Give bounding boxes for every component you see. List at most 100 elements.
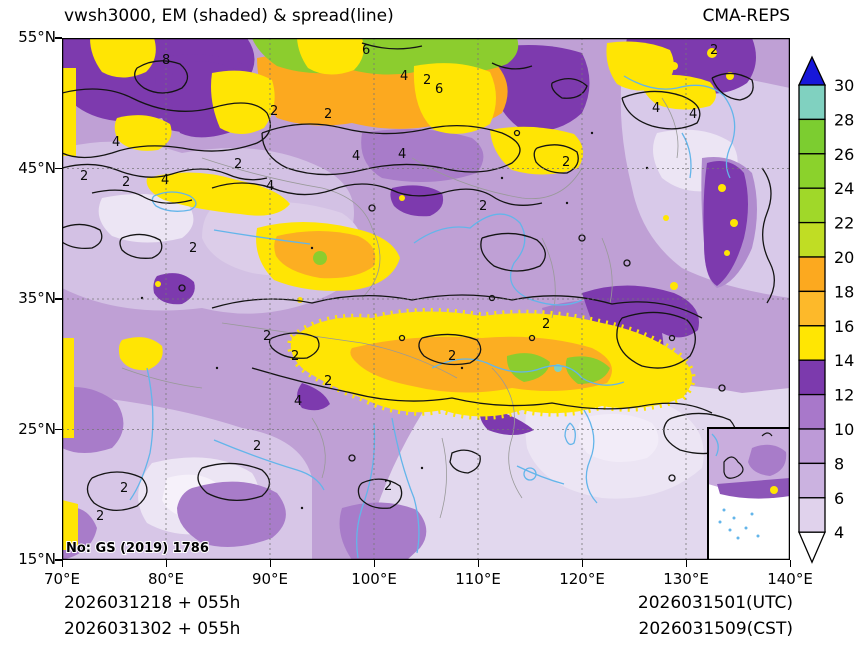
rivers xyxy=(129,75,736,559)
contour-label: 4 xyxy=(266,179,274,194)
init-time-line-1: 2026031218 + 055h xyxy=(64,593,241,613)
x-tick-mark xyxy=(685,560,687,567)
contour-label: 2 xyxy=(263,329,271,344)
colorbar-segment xyxy=(798,393,826,430)
colorbar-svg: 30 28 26 24 22 20 18 16 14 12 10 8 6 4 xyxy=(797,55,854,564)
contour-label: 2 xyxy=(120,481,128,496)
colorbar-segment xyxy=(798,290,826,327)
y-tick-mark xyxy=(55,559,62,561)
contour-label: 6 xyxy=(435,82,443,97)
contour-dots xyxy=(140,131,649,510)
x-tick-label: 80°E xyxy=(147,570,185,588)
valid-time-utc: 2026031501(UTC) xyxy=(637,593,793,613)
colorbar-segment xyxy=(798,221,826,258)
colorbar-segment xyxy=(798,153,826,189)
colorbar-segment xyxy=(798,325,826,361)
colorbar: 30 28 26 24 22 20 18 16 14 12 10 8 6 4 xyxy=(796,55,860,571)
colorbar-tick-label: 30 xyxy=(834,76,854,95)
y-tick-label: 25°N xyxy=(18,419,56,438)
colorbar-segment xyxy=(798,84,826,121)
colorbar-segment xyxy=(798,462,826,499)
contour-label: 2 xyxy=(96,509,104,524)
colorbar-segment xyxy=(798,359,826,396)
x-tick-mark xyxy=(269,560,271,567)
colorbar-tick-label: 8 xyxy=(834,454,844,473)
colorbar-segment xyxy=(798,428,826,465)
y-tick-mark xyxy=(55,428,62,431)
contour-label: 2 xyxy=(80,169,88,184)
y-tick-label: 55°N xyxy=(18,28,56,46)
contour-label: 2 xyxy=(448,349,456,364)
init-time-line-2: 2026031302 + 055h xyxy=(64,619,241,639)
contour-label: 4 xyxy=(689,107,697,122)
contour-label: 4 xyxy=(161,173,169,188)
south-china-sea-inset xyxy=(707,427,790,560)
colorbar-segment xyxy=(798,187,826,224)
contour-label: 2 xyxy=(710,43,718,58)
y-tick-label: 45°N xyxy=(18,158,56,177)
x-tick-label: 130°E xyxy=(663,570,709,588)
contour-label: 4 xyxy=(352,149,360,164)
contour-label: 4 xyxy=(652,101,660,116)
chart-title: vwsh3000, EM (shaded) & spread(line) xyxy=(64,6,394,26)
x-tick-label: 110°E xyxy=(455,570,501,588)
y-tick-mark xyxy=(55,167,62,170)
contour-label: 8 xyxy=(162,53,170,68)
x-tick-mark xyxy=(581,560,583,567)
map-approval-watermark: No: GS (2019) 1786 xyxy=(66,541,209,556)
shaded-field xyxy=(62,38,790,560)
contour-label: 2 xyxy=(234,157,242,172)
colorbar-tick-label: 22 xyxy=(834,214,854,233)
model-name-label: CMA-REPS xyxy=(702,6,790,26)
colorbar-tick-label: 10 xyxy=(834,420,854,439)
valid-time-cst: 2026031509(CST) xyxy=(638,619,793,639)
contour-label: 2 xyxy=(542,317,550,332)
colorbar-tick-label: 24 xyxy=(834,179,854,198)
colorbar-tick-label: 12 xyxy=(834,386,854,405)
contour-label: 4 xyxy=(398,147,406,162)
contour-label: 6 xyxy=(362,43,370,58)
contour-label: 2 xyxy=(291,349,299,364)
contour-label: 2 xyxy=(324,107,332,122)
colorbar-tick-label: 20 xyxy=(834,248,854,267)
colorbar-over-arrow xyxy=(797,55,827,86)
contour-label: 4 xyxy=(400,69,408,84)
contour-label: 2 xyxy=(423,73,431,88)
colorbar-tick-label: 4 xyxy=(834,523,844,542)
colorbar-tick-label: 16 xyxy=(834,317,854,336)
x-tick-label: 90°E xyxy=(251,570,289,588)
colorbar-segment xyxy=(798,497,826,533)
colorbar-segment xyxy=(798,118,826,155)
contour-label: 2 xyxy=(384,479,392,494)
y-tick-label: 15°N xyxy=(18,550,56,568)
colorbar-tick-label: 14 xyxy=(834,351,854,370)
y-tick-mark xyxy=(55,37,62,39)
colorbar-tick-label: 6 xyxy=(834,489,844,508)
colorbar-segment xyxy=(798,256,826,293)
graticule xyxy=(62,38,790,560)
contour-label: 2 xyxy=(270,104,278,119)
colorbar-tick-label: 28 xyxy=(834,110,854,129)
x-tick-label: 120°E xyxy=(559,570,605,588)
contour-label: 2 xyxy=(253,439,261,454)
contour-label: 2 xyxy=(479,199,487,214)
x-tick-mark xyxy=(789,560,791,567)
contour-label: 2 xyxy=(562,155,570,170)
x-tick-label: 100°E xyxy=(351,570,397,588)
x-tick-label: 140°E xyxy=(767,570,813,588)
admin-borders xyxy=(121,97,679,519)
x-tick-mark xyxy=(373,560,375,567)
colorbar-tick-label: 18 xyxy=(834,282,854,301)
contour-label: 4 xyxy=(294,394,302,409)
y-tick-label: 35°N xyxy=(18,289,56,307)
x-tick-mark xyxy=(61,560,63,567)
contour-label: 4 xyxy=(112,135,120,150)
colorbar-under-arrow xyxy=(798,531,826,564)
contour-label: 2 xyxy=(324,374,332,389)
y-tick-mark xyxy=(55,298,62,300)
x-tick-mark xyxy=(477,560,479,567)
